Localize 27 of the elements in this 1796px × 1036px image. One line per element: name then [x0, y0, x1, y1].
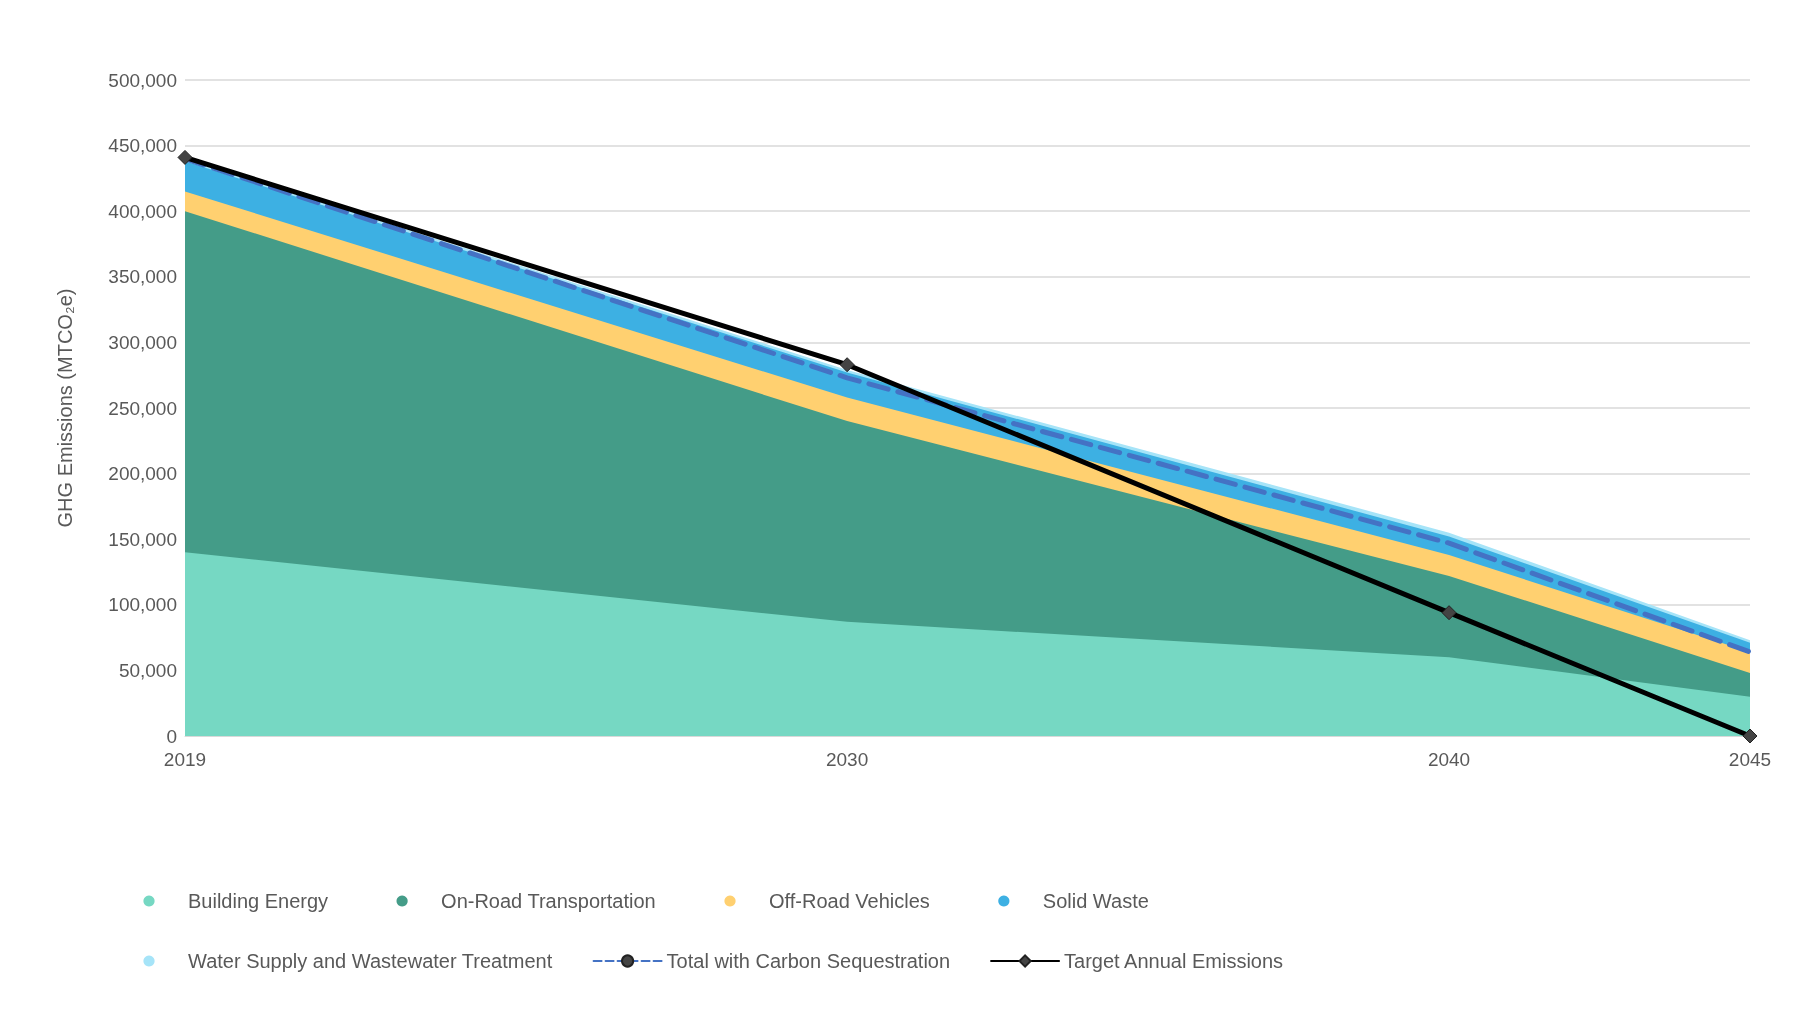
point: [839, 357, 855, 373]
y-tick-label: 350,000: [108, 266, 177, 288]
y-tick-label: 250,000: [108, 397, 177, 419]
y-tick-label: 0: [166, 725, 177, 747]
x-tick-label: 2045: [1728, 749, 1772, 770]
y-tick-label: 200,000: [108, 463, 177, 485]
legend-label: Water Supply and Wastewater Treatment: [188, 950, 553, 972]
y-tick-label: 400,000: [108, 200, 177, 222]
y-tick-label: 300,000: [108, 331, 177, 353]
legend-label: Building Energy: [188, 890, 329, 912]
legend-label: Off-Road Vehicles: [769, 890, 930, 912]
y-axis-title: GHG Emissions (MTCO₂e): [54, 288, 76, 528]
x-tick-label: 2019: [163, 749, 207, 770]
y-tick-label: 100,000: [108, 594, 177, 616]
y-tick-label: 450,000: [108, 135, 177, 157]
point: [1742, 728, 1758, 744]
legend-label: On-Road Transportation: [441, 890, 656, 912]
y-tick-label: 150,000: [108, 528, 177, 550]
x-tick-label: 2030: [825, 749, 869, 770]
x-tick-label: 2040: [1427, 749, 1471, 770]
point: [1441, 605, 1457, 621]
legend-label: Target Annual Emissions: [1064, 950, 1284, 972]
y-tick-label: 50,000: [118, 659, 177, 681]
point: [177, 149, 193, 165]
y-tick-label: 500,000: [108, 69, 177, 91]
legend-label: Solid Waste: [1042, 890, 1149, 912]
legend-label: Total with Carbon Sequestration: [666, 950, 951, 972]
